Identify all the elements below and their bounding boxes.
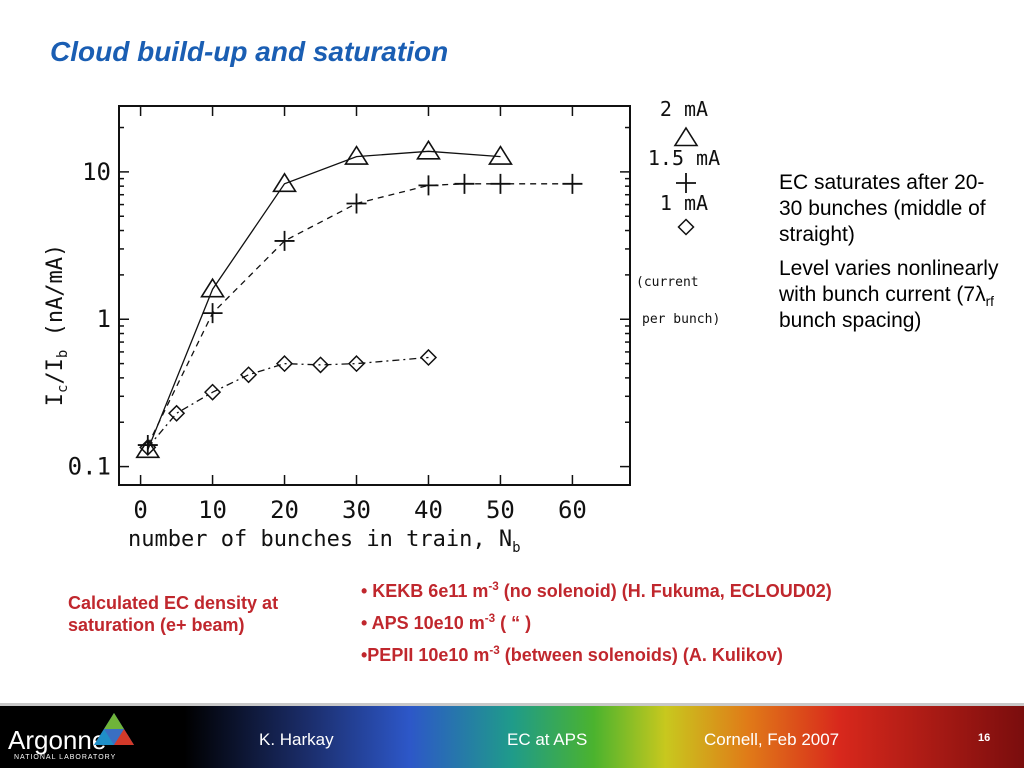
x-tick-label: 0 (133, 496, 147, 524)
data-point-1 (454, 173, 475, 194)
data-point-1 (137, 435, 158, 456)
note-level: Level varies nonlinearly with bunch curr… (779, 257, 999, 332)
footer-topic: EC at APS (507, 730, 588, 749)
data-point-2 (311, 356, 330, 374)
footer-divider (0, 703, 1024, 706)
legend-label-1: 1.5 mA (648, 146, 720, 170)
data-point-0 (272, 172, 297, 193)
series-line-2 (147, 356, 429, 448)
footer-venue: Cornell, Feb 2007 (704, 730, 840, 749)
y-tick-label: 10 (82, 158, 111, 186)
data-point-1 (202, 303, 223, 324)
bullet-aps: • APS 10e10 m-3 ( “ ) (361, 612, 532, 633)
legend-title-line-2: per bunch) (642, 312, 720, 327)
y-tick-label: 0.1 (68, 453, 111, 481)
slide-title: Cloud build-up and saturation (50, 36, 449, 67)
footer-author: K. Harkay (259, 730, 334, 749)
legend-label-2: 1 mA (660, 191, 708, 215)
legend-marker-0 (673, 126, 699, 147)
legend-marker-2 (677, 218, 695, 236)
x-tick-label: 40 (414, 496, 443, 524)
plot-frame (118, 105, 631, 486)
density-caption: Calculated EC density at saturation (e+ … (68, 593, 279, 635)
x-tick-label: 60 (558, 496, 587, 524)
x-tick-label: 10 (198, 496, 227, 524)
data-point-1 (346, 193, 367, 214)
x-tick-label: 30 (342, 496, 371, 524)
side-notes: EC saturates after 20-30 bunches (middle… (779, 170, 999, 342)
legend-title-line-1: (current (636, 275, 699, 290)
footer-bar: Argonne NATIONAL LABORATORY (0, 703, 1024, 768)
series-line-1 (147, 183, 573, 446)
data-point-2 (347, 355, 366, 373)
data-point-1 (490, 173, 511, 194)
bullet-pepii: •PEPII 10e10 m-3 (between solenoids) (A.… (361, 644, 783, 665)
chart: 0 10 20 30 40 50 60 0.1 1 10 Ic/Ib (nA/mA) number… (43, 97, 720, 556)
legend-marker-1 (676, 173, 696, 193)
data-point-0 (344, 145, 369, 165)
x-axis-label: number of bunches in train, Nb (128, 527, 521, 556)
argonne-logo-icon (94, 713, 134, 745)
svg-text:Ic/Ib (nA/mA): Ic/Ib (nA/mA) (43, 244, 71, 407)
bullet-kekb: • KEKB 6e11 m-3 (no solenoid) (H. Fukuma… (361, 580, 832, 601)
y-axis-label: Ic/Ib (nA/mA) (43, 244, 71, 407)
y-tick-label: 1 (97, 305, 111, 333)
data-point-2 (275, 355, 294, 373)
argonne-logo-subtext: NATIONAL LABORATORY (14, 754, 117, 761)
data-point-0 (488, 145, 513, 165)
legend-label-0: 2 mA (660, 97, 708, 121)
legend: 2 mA 1.5 mA 1 mA (648, 97, 720, 236)
data-point-2 (204, 383, 222, 401)
bullet-list: • KEKB 6e11 m-3 (no solenoid) (H. Fukuma… (361, 580, 832, 676)
data-point-1 (562, 173, 583, 194)
data-point-1 (274, 230, 295, 251)
argonne-logo-text: Argonne (8, 725, 107, 755)
data-point-2 (139, 438, 157, 456)
note-saturation: EC saturates after 20-30 bunches (middle… (779, 171, 986, 246)
data-point-0 (416, 139, 441, 160)
series-line-0 (147, 150, 501, 451)
data-point-2 (239, 366, 258, 384)
x-tick-label: 20 (270, 496, 299, 524)
x-tick-label: 50 (486, 496, 515, 524)
data-point-2 (419, 348, 438, 367)
data-point-0 (200, 277, 226, 298)
data-point-2 (168, 404, 186, 422)
data-point-1 (418, 175, 439, 196)
page-number: 16 (978, 732, 991, 744)
